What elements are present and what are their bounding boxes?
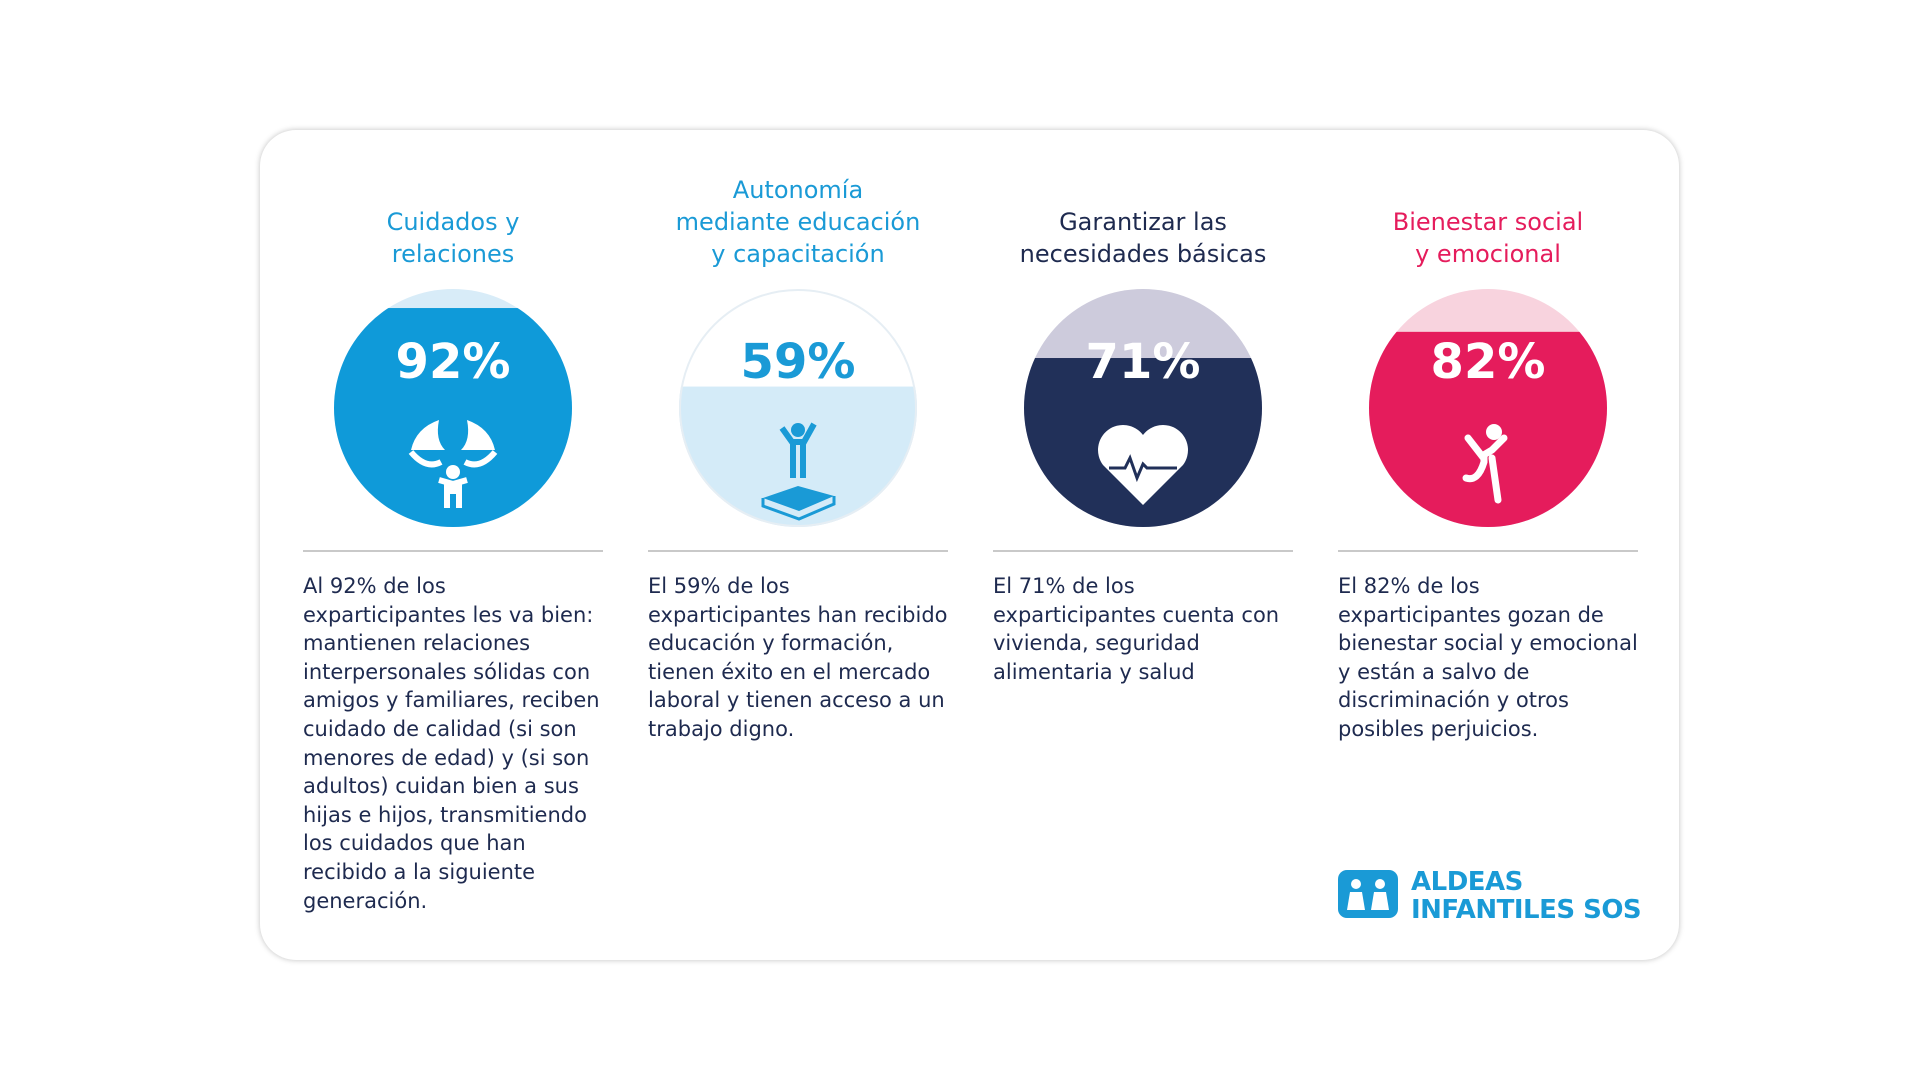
card-description: Al 92% de los exparticipantes les va bie… [303,574,600,913]
card-description: El 71% de los exparticipantes cuenta con… [993,574,1280,684]
card-title: Cuidados y relaciones [386,208,520,268]
percent-label: 92% [396,334,511,390]
percent-label: 82% [1431,334,1546,390]
icon [408,420,498,508]
percent-label: 71% [1086,334,1201,390]
logo-line: ALDEAS [1411,867,1523,897]
logo-line: INFANTILES SOS [1411,895,1642,925]
icon [1098,425,1188,505]
logo-icon [1338,870,1398,918]
gauge [1369,289,1607,527]
card-description: El 82% de los exparticipantes gozan de b… [1338,574,1638,741]
card-title: Autonomía mediante educación y capacitac… [675,176,921,268]
icon [761,422,836,521]
card [260,130,1679,960]
card-description: El 59% de los exparticipantes han recibi… [648,574,948,741]
percent-label: 59% [741,334,856,390]
icon [1462,424,1508,504]
gauge-border [679,289,917,527]
card-title: Bienestar social y emocional [1392,208,1584,268]
card-title: Garantizar las necesidades básicas [1019,208,1267,268]
